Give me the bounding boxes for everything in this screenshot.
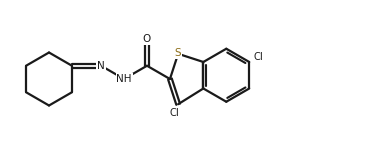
- Text: N: N: [97, 61, 105, 71]
- Text: O: O: [143, 34, 151, 44]
- Text: Cl: Cl: [253, 52, 263, 62]
- Text: S: S: [175, 48, 181, 58]
- Text: Cl: Cl: [169, 108, 179, 118]
- Text: NH: NH: [116, 74, 132, 84]
